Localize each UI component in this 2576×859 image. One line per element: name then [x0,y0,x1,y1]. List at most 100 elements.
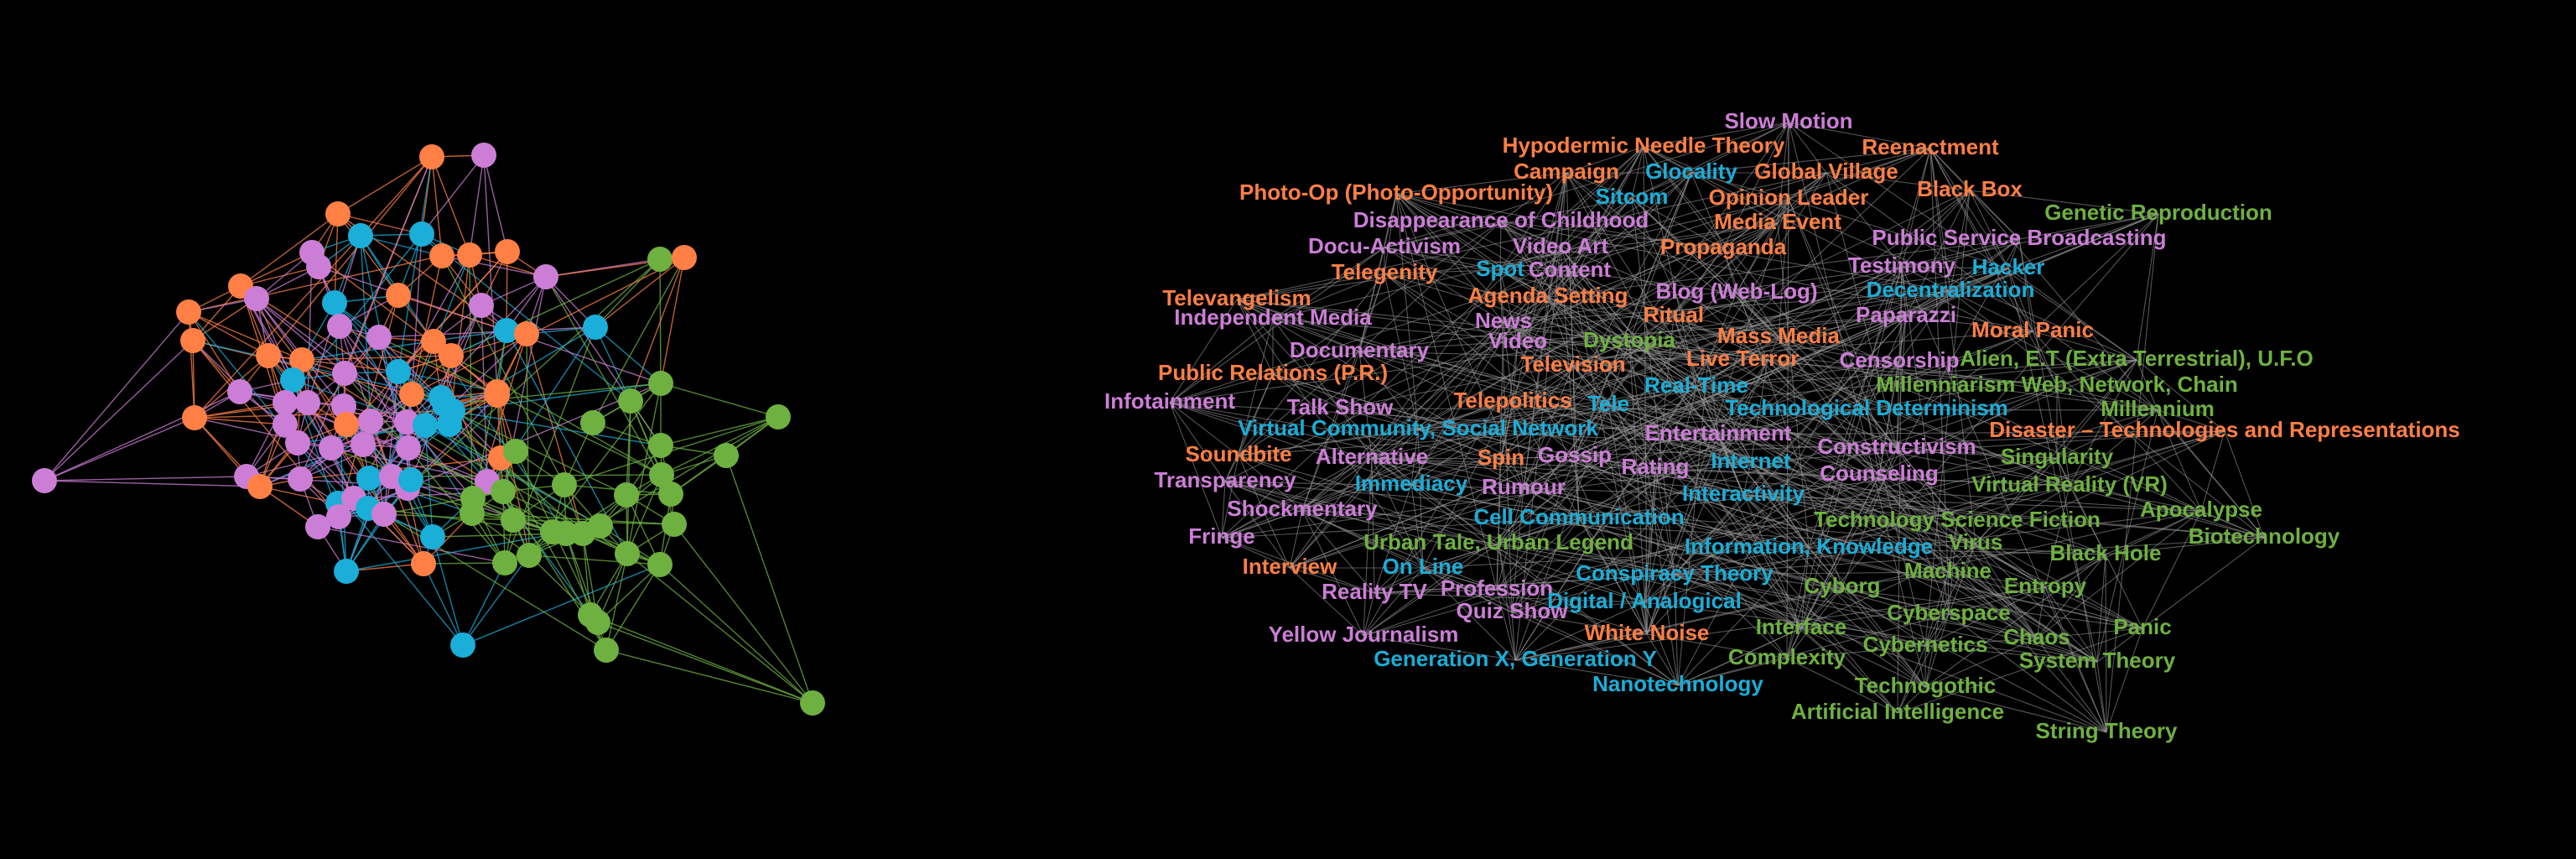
right-graph-edge [1646,359,1768,635]
concept-label: System Theory [2019,648,2176,673]
left-graph-edge [192,298,257,341]
concept-label: Urban Tale, Urban Legend [1363,529,1633,554]
left-graph-edge [660,383,779,418]
right-graph-edge [1969,190,2159,215]
concept-label: Slow Motion [1724,108,1852,133]
right-graph-edge [1512,401,1958,522]
right-graph-edge [1644,601,1679,686]
right-graph-edge [1384,247,1779,338]
right-graph-edge [1169,402,1226,482]
right-graph-edge [1272,273,1385,320]
right-graph-edge [1289,361,1900,569]
right-graph-edge [1523,296,1549,489]
concept-label: Profession [1441,575,1553,601]
right-graph-edge [1238,455,1291,569]
right-graph-edge [2096,661,2107,733]
left-graph-node [649,462,674,487]
right-graph-edge [1496,198,1789,591]
right-graph-edge [1384,273,1656,469]
right-graph-edge [1717,434,1752,463]
right-graph-edges [1169,122,2265,733]
left-graph-node [386,283,411,308]
right-graph-edge [1956,520,1976,544]
right-graph-edge [2007,213,2159,269]
left-graph-node [647,247,673,272]
right-graph-edge [1289,567,1375,594]
left-graph-edge [407,487,424,565]
right-graph-edge [1628,315,1675,342]
right-graph-edge [1289,509,1303,569]
concept-label: Glocality [1645,159,1737,184]
left-graph-edge [360,235,443,257]
right-graph-edge [1496,457,2058,591]
concept-label: Chaos [2003,624,2070,649]
concept-label: Panic [2113,614,2171,639]
right-graph-edge [1169,402,2143,629]
right-graph-edge [1547,296,1898,714]
left-graph-edge [469,254,473,514]
concept-label: Telepolitics [1453,388,1571,413]
right-graph-edge [1272,318,1360,352]
right-graph-edge [1301,273,1385,511]
right-graph-edge [1929,148,1949,573]
left-graph-node [672,245,697,270]
left-network-graph [32,143,825,716]
right-graph-edge [2044,586,2143,629]
right-graph-edge [2007,268,2033,332]
right-graph-edge [1750,461,2038,639]
left-graph-edge [626,400,631,554]
right-graph-edge [1607,386,1697,406]
right-graph-edge [1560,247,1580,519]
left-graph-edge [630,257,685,402]
right-graph-edge [1905,315,2033,332]
right-graph-edge [2044,485,2070,588]
concept-label: Counseling [1820,461,1939,486]
right-graph-edge [1969,190,2009,269]
right-graph-edge [2032,331,2137,361]
right-graph-edge [1363,457,1373,637]
right-graph-edge [1511,518,1580,613]
left-graph-node [180,328,205,353]
right-graph-edge [1646,467,1656,635]
right-graph-edge [1236,222,1779,300]
left-graph-node [409,221,434,247]
right-graph-edge [1517,341,1648,635]
concept-label: Media Event [1714,209,1841,234]
concept-label: Reality TV [1322,579,1427,604]
concept-label: Apocalypse [2140,497,2262,522]
left-graph-node [552,472,577,497]
right-graph-edge [1800,266,1903,629]
left-graph-edge [592,257,685,424]
left-graph-node [647,552,673,577]
left-graph-edge [673,523,813,704]
right-graph-edge [1674,574,1679,686]
right-graph-edge [1607,404,2046,588]
right-graph-edge [1236,299,1274,375]
right-graph-edge [1777,172,1827,224]
right-graph-edge [1410,268,2009,486]
concept-label: Constructivism [1817,434,1976,459]
left-graph-node [334,559,359,584]
concept-label: Soundbite [1185,441,1291,466]
right-graph-edge [1722,122,1789,249]
left-graph-edge [44,391,241,482]
right-graph-edge [1742,461,1752,496]
right-graph-edge [1511,457,2058,613]
right-graph-edge [1374,484,1412,594]
concept-label: Opinion Leader [1709,185,1869,210]
right-graph-edge [1897,686,1926,714]
right-graph-edge [1221,537,1291,569]
concept-label: Hacker [1972,254,2045,279]
concept-label: Black Box [1917,176,2023,201]
left-graph-node [492,550,517,575]
right-graph-edge [1569,270,1630,342]
right-graph-edge [1221,455,1239,539]
left-graph-edge [605,649,813,704]
concept-label: Reenactment [1862,134,1999,159]
concept-label: Cyborg [1805,573,1881,598]
right-graph-edge [1417,359,2137,430]
right-graph-edge [1384,122,1789,248]
right-graph-edge [1800,627,1898,714]
right-graph-edge [1786,658,1898,714]
left-graph-edge [407,258,661,489]
